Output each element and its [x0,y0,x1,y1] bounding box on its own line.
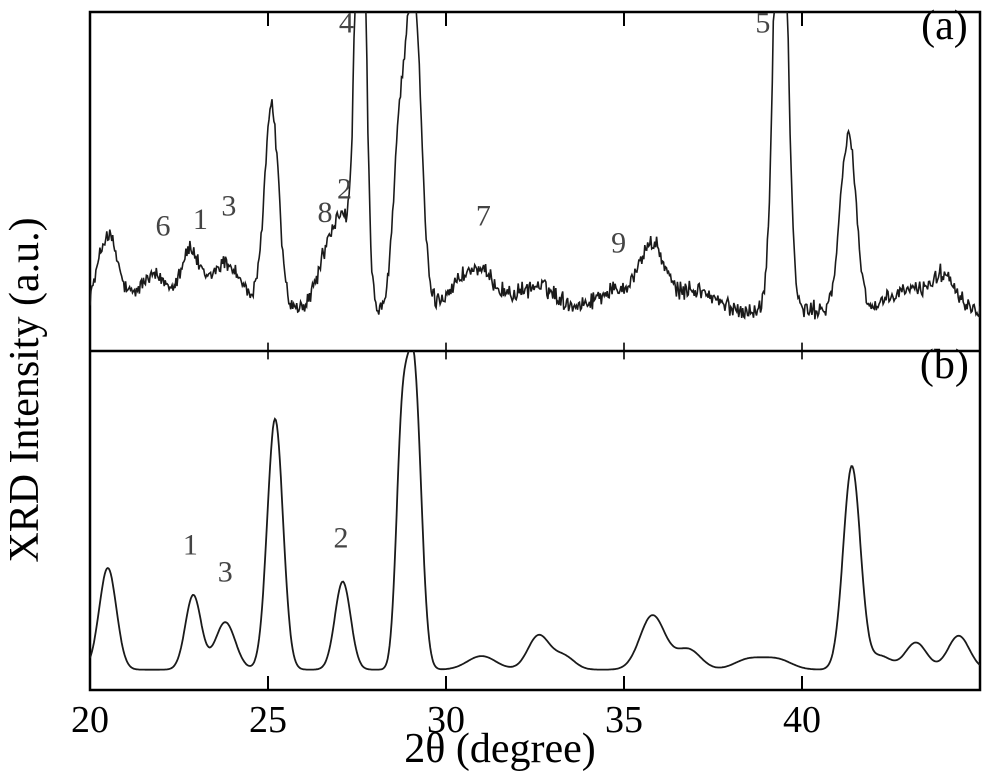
panel-label-a: (a) [921,3,968,49]
x-tick-label: 35 [605,699,643,741]
x-tick-label: 40 [783,699,821,741]
xrd-trace-b [90,345,980,670]
peak-label: 2 [333,522,348,555]
x-tick-label: 25 [249,699,287,741]
xrd-trace-a [90,12,980,319]
peak-label: 6 [155,210,170,243]
peak-label: 2 [337,172,352,205]
peak-label: 3 [218,556,233,589]
x-tick-label: 30 [427,699,465,741]
peak-label: 4 [339,6,354,39]
xrd-chart: 2025303540(a)613824795(b)132 [0,0,1000,781]
peak-label: 3 [221,189,236,222]
peak-label: 9 [611,227,626,260]
panel-label-b: (b) [920,342,969,388]
peak-label: 5 [755,6,770,39]
peak-label: 7 [476,200,491,233]
peak-label: 1 [193,203,208,236]
x-tick-label: 20 [71,699,109,741]
peak-label: 8 [317,196,332,229]
peak-label: 1 [183,528,198,561]
